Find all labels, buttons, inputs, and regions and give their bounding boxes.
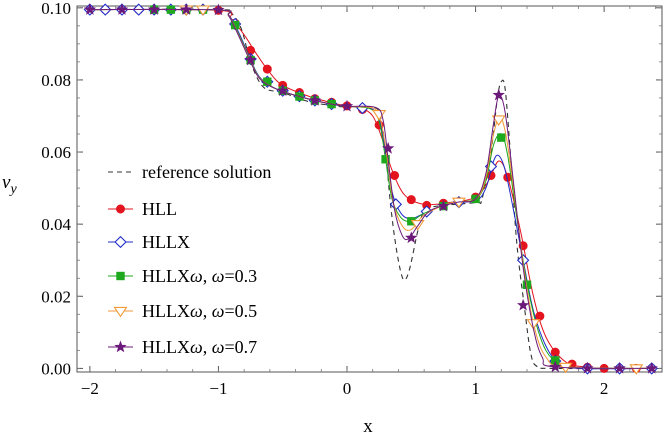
legend-label-part: , <box>203 301 212 321</box>
legend-label-part: , <box>203 266 212 286</box>
data-point <box>390 170 400 180</box>
data-point <box>549 360 562 373</box>
x-tick-label: −2 <box>81 379 99 398</box>
data-point <box>645 361 658 374</box>
legend-label-part: , <box>203 337 212 357</box>
data-point <box>420 205 433 218</box>
legend-label-part: ω <box>212 337 225 357</box>
data-point <box>276 84 289 96</box>
data-point <box>526 319 541 330</box>
legend-entry: HLLXω, ω=0.5 <box>108 301 257 321</box>
data-point <box>180 3 193 15</box>
data-point <box>406 195 416 205</box>
data-point <box>551 356 560 365</box>
legend-label: HLLXω, ω=0.3 <box>142 266 257 286</box>
data-point <box>492 88 505 101</box>
legend-swatch-marker <box>114 340 127 353</box>
series-line <box>89 8 656 369</box>
legend-label-part: ω <box>190 337 203 357</box>
legend-label: HLLXω, ω=0.7 <box>142 337 257 357</box>
data-point <box>372 110 387 121</box>
data-point <box>308 93 322 106</box>
legend-label-part: ω <box>190 266 203 286</box>
data-point <box>230 20 240 30</box>
data-point <box>263 77 272 86</box>
series-line <box>89 8 656 370</box>
y-axis-label-sub: y <box>8 182 17 197</box>
data-point <box>195 5 211 16</box>
data-point <box>491 115 506 126</box>
x-tick-label: −1 <box>209 379 227 398</box>
data-point <box>262 64 272 74</box>
y-axis-label: vy <box>2 172 17 197</box>
y-tick-label: 0.00 <box>41 359 71 378</box>
data-point <box>147 3 161 15</box>
legend-label-part: HLLX <box>142 301 190 321</box>
y-tick-label: 0.10 <box>41 0 71 18</box>
tick-labels: −2 −1 0 1 2 0.00 0.02 0.04 0.06 0.08 0.10 <box>41 0 608 398</box>
y-axis-label-main: v <box>2 172 11 193</box>
data-point <box>115 3 129 15</box>
y-tick-label: 0.04 <box>41 215 71 234</box>
legend-label-part: ω <box>212 301 225 321</box>
legend-label: HLLXω, ω=0.5 <box>142 301 257 321</box>
x-tick-label: 0 <box>343 379 352 398</box>
data-point <box>522 280 532 289</box>
legend-label: HLLX <box>142 232 190 252</box>
legend-label-part: =0.7 <box>224 337 257 357</box>
legend-swatch-marker <box>113 306 128 318</box>
data-point <box>405 231 418 244</box>
y-tick-label: 0.08 <box>41 71 71 90</box>
legend-entry: HLLX <box>108 232 190 252</box>
legend-label-part: =0.3 <box>224 266 257 286</box>
x-tick-label: 2 <box>600 379 609 398</box>
data-point <box>381 141 395 154</box>
data-point <box>340 99 354 112</box>
data-point <box>83 3 97 15</box>
data-point <box>516 298 530 311</box>
data-point <box>212 3 225 16</box>
data-point <box>244 53 257 66</box>
x-tick-label: 1 <box>471 379 480 398</box>
legend-entry: HLLXω, ω=0.7 <box>108 337 257 357</box>
data-point <box>581 361 594 374</box>
legend-swatch-marker <box>114 235 127 249</box>
legend-label: HLL <box>142 199 177 219</box>
legend-swatch-marker <box>116 271 125 281</box>
legend-label-part: HLLX <box>142 266 190 286</box>
series-5 <box>83 3 658 374</box>
data-point <box>437 199 450 212</box>
data-point <box>381 155 390 164</box>
legend-label-part: =0.5 <box>224 301 257 321</box>
data-point <box>407 217 416 226</box>
legend-entry: HLLXω, ω=0.3 <box>108 266 257 286</box>
data-point <box>613 361 626 374</box>
legend-label-part: ω <box>212 266 225 286</box>
legend-label-part: HLLX <box>142 337 190 357</box>
data-point <box>535 311 545 321</box>
legend-swatch-marker <box>116 204 126 214</box>
series-layer <box>83 3 658 375</box>
legend-entry: reference solution <box>108 162 271 182</box>
data-point <box>629 364 644 375</box>
legend-label-part: ω <box>190 301 203 321</box>
y-tick-label: 0.02 <box>41 287 71 306</box>
series-0 <box>89 8 656 370</box>
plot-border <box>76 5 663 373</box>
legend-entry: HLL <box>108 199 177 219</box>
plot-frame <box>76 5 663 373</box>
data-point <box>497 133 506 142</box>
y-tick-label: 0.06 <box>41 143 71 162</box>
legend-label: reference solution <box>142 162 271 182</box>
data-point <box>410 220 425 231</box>
x-axis-label: x <box>363 416 373 437</box>
